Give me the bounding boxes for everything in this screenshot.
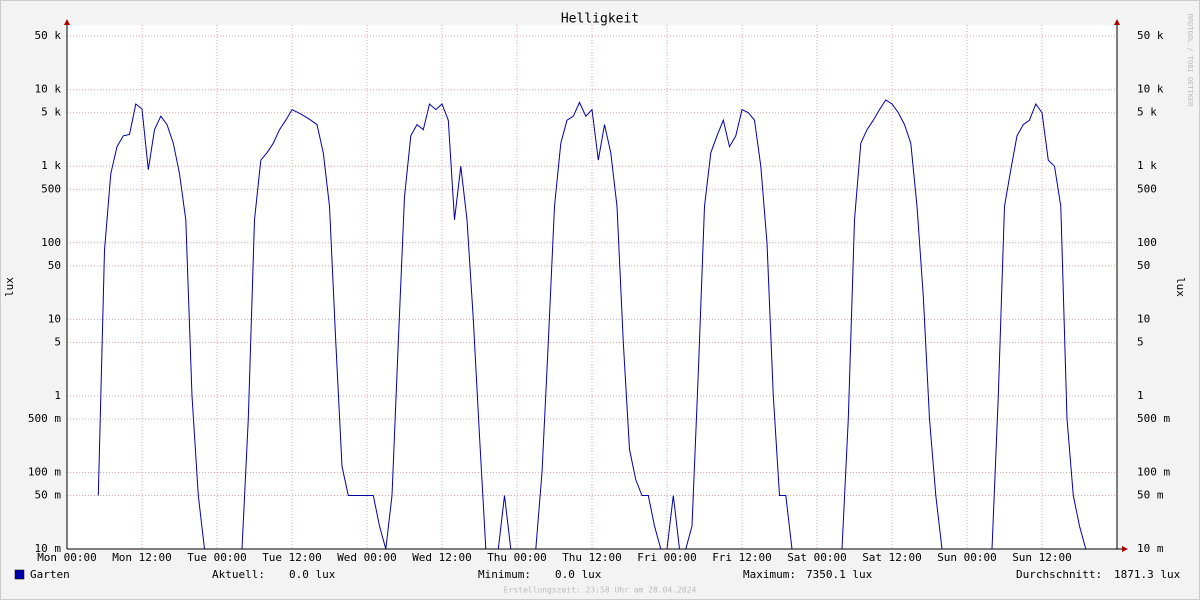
y2-tick-label: 100	[1137, 236, 1157, 249]
y2-tick-label: 10 m	[1137, 542, 1164, 555]
y2-tick-label: 1 k	[1137, 159, 1157, 172]
y-tick-label: 1	[54, 389, 61, 402]
legend: Garten Aktuell: 0.0 lux Minimum: 0.0 lux Maxi…	[14, 568, 1181, 581]
x-tick-label: Mon 00:00	[37, 551, 97, 564]
y-tick-label: 10 m	[35, 542, 62, 555]
stat-value: 1871.3 lux	[1114, 568, 1181, 581]
y2-tick-label: 50 m	[1137, 488, 1164, 501]
y2-tick-label: 50	[1137, 259, 1150, 272]
stat-label: Minimum:	[478, 568, 531, 581]
arrow	[64, 19, 70, 25]
y-tick-label: 10 k	[35, 83, 62, 96]
x-tick-label: Wed 12:00	[412, 551, 472, 564]
x-tick-label: Fri 12:00	[712, 551, 772, 564]
x-tick-label: Thu 00:00	[487, 551, 547, 564]
legend-swatch	[14, 569, 25, 580]
arrow	[1122, 546, 1128, 552]
stat-value: 0.0 lux	[555, 568, 602, 581]
x-tick-label: Sun 00:00	[937, 551, 997, 564]
stat-value: 0.0 lux	[289, 568, 336, 581]
y2-tick-label: 500 m	[1137, 412, 1170, 425]
x-tick-label: Sun 12:00	[1012, 551, 1072, 564]
x-tick-label: Mon 12:00	[112, 551, 172, 564]
stat-label: Maximum:	[743, 568, 796, 581]
stat-value: 7350.1 lux	[806, 568, 873, 581]
y-tick-label: 500	[41, 182, 61, 195]
y-tick-label: 10	[48, 312, 61, 325]
chart-title: Helligkeit	[561, 12, 639, 27]
y-tick-label: 5 k	[41, 106, 61, 119]
stat-label: Durchschnitt:	[1016, 568, 1102, 581]
x-tick-label: Thu 12:00	[562, 551, 622, 564]
y-tick-label: 1 k	[41, 159, 61, 172]
arrow	[1114, 19, 1120, 25]
y-axis-label: lux	[3, 277, 16, 297]
x-tick-label: Fri 00:00	[637, 551, 697, 564]
x-tick-label: Tue 00:00	[187, 551, 247, 564]
stat-label: Aktuell:	[212, 568, 265, 581]
y2-tick-label: 1	[1137, 389, 1144, 402]
y-tick-label: 100 m	[28, 465, 61, 478]
y2-tick-label: 50 k	[1137, 29, 1164, 42]
y2-tick-label: 5	[1137, 335, 1144, 348]
legend-label: Garten	[30, 568, 70, 581]
x-tick-label: Sat 12:00	[862, 551, 922, 564]
x-tick-label: Wed 00:00	[337, 551, 397, 564]
x-tick-label: Sat 00:00	[787, 551, 847, 564]
footer: Erstellungszeit: 23:58 Uhr am 28.04.2024	[504, 586, 697, 595]
y2-tick-label: 100 m	[1137, 465, 1170, 478]
y-tick-label: 5	[54, 335, 61, 348]
y-tick-label: 50	[48, 259, 61, 272]
y-tick-label: 100	[41, 236, 61, 249]
y-tick-label: 50 k	[35, 29, 62, 42]
y2-axis-label: lux	[1174, 277, 1187, 297]
y2-tick-label: 5 k	[1137, 106, 1157, 119]
x-tick-label: Tue 12:00	[262, 551, 322, 564]
y-tick-label: 50 m	[35, 488, 62, 501]
y2-tick-label: 10	[1137, 312, 1150, 325]
y2-tick-label: 10 k	[1137, 83, 1164, 96]
y-tick-label: 500 m	[28, 412, 61, 425]
watermark: RRDTOOL / TOBI OETIKER	[1186, 14, 1194, 108]
y2-tick-label: 500	[1137, 182, 1157, 195]
